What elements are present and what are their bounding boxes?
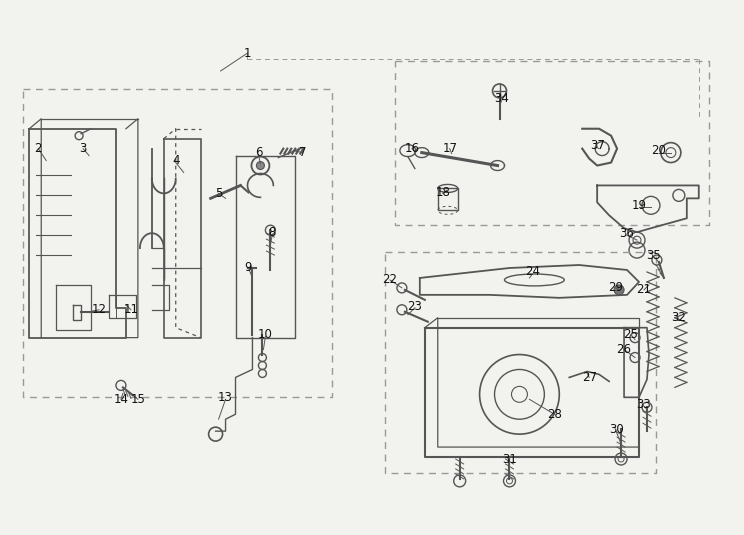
- Text: 10: 10: [258, 328, 273, 341]
- Text: 2: 2: [34, 142, 42, 155]
- Text: 17: 17: [442, 142, 458, 155]
- Text: 27: 27: [582, 371, 597, 384]
- Circle shape: [614, 285, 624, 295]
- Text: 5: 5: [215, 187, 222, 200]
- Text: 23: 23: [408, 300, 423, 314]
- Text: 21: 21: [636, 284, 652, 296]
- Text: 9: 9: [245, 262, 252, 274]
- Text: 37: 37: [590, 139, 605, 152]
- Text: 24: 24: [525, 265, 540, 279]
- Text: 1: 1: [244, 47, 251, 59]
- Text: 35: 35: [647, 249, 661, 262]
- Text: 13: 13: [218, 391, 233, 404]
- Text: 25: 25: [623, 328, 638, 341]
- Text: 6: 6: [254, 146, 262, 159]
- Text: 15: 15: [130, 393, 145, 406]
- Text: 11: 11: [124, 303, 138, 316]
- Text: 22: 22: [382, 273, 397, 286]
- Text: 26: 26: [617, 343, 632, 356]
- Circle shape: [257, 162, 264, 170]
- Text: 7: 7: [298, 146, 306, 159]
- Text: 36: 36: [620, 227, 635, 240]
- Text: 8: 8: [269, 226, 276, 239]
- Text: 34: 34: [494, 93, 509, 105]
- Text: 16: 16: [404, 142, 420, 155]
- Text: 4: 4: [172, 154, 179, 167]
- Text: 29: 29: [609, 281, 623, 294]
- Text: 28: 28: [547, 408, 562, 421]
- Text: 3: 3: [80, 142, 87, 155]
- Text: 19: 19: [632, 199, 647, 212]
- Text: 33: 33: [637, 398, 651, 411]
- Text: 31: 31: [502, 453, 517, 465]
- Text: 18: 18: [435, 186, 450, 199]
- Text: 32: 32: [671, 311, 686, 324]
- Text: 12: 12: [92, 303, 106, 316]
- Text: 20: 20: [652, 144, 667, 157]
- Text: 30: 30: [609, 423, 623, 435]
- Text: 14: 14: [113, 393, 129, 406]
